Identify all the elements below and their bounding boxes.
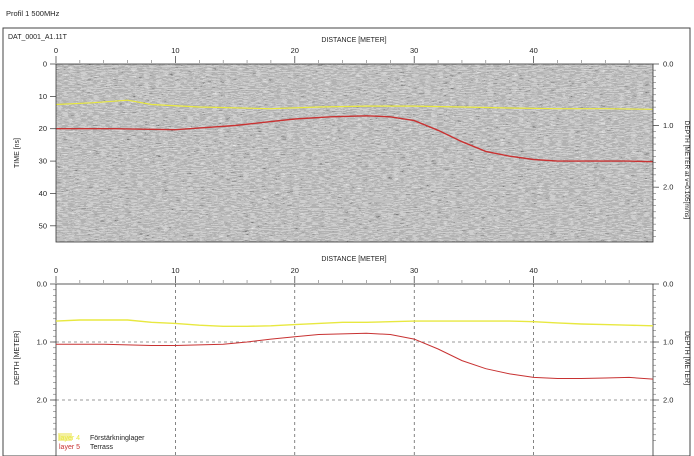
top-x-axis-label: DISTANCE [METER] (321, 37, 386, 44)
top-y-tick-label: 30 (39, 157, 47, 166)
radargram-image (56, 64, 653, 242)
legend-layer-4-label: Förstärkninglager (90, 435, 145, 442)
radargram-panel: DISTANCE [METER] 0 10 20 30 40 0 10 20 30 40 50 0… (14, 37, 690, 243)
bottom-y2-tick-label: 2.0 (663, 396, 673, 405)
bottom-x-tick-label: 40 (529, 266, 537, 275)
bottom-y2-tick-label: 1.0 (663, 338, 673, 347)
top-y2-axis-label: DEPTH [METER at v=0.105[m/ns] (683, 121, 690, 220)
bottom-x-axis-label: DISTANCE [METER] (321, 256, 386, 263)
bottom-y-tick-label: 0.0 (37, 280, 47, 289)
radargram-overlays (56, 99, 653, 163)
radargram-border (55, 63, 654, 243)
top-y-tick-label: 20 (39, 124, 47, 133)
top-y2-tick-label: 1.0 (663, 121, 673, 130)
top-x-tick-label: 30 (410, 46, 418, 55)
top-y-tick-label: 10 (39, 92, 47, 101)
bottom-x-tick-label: 0 (54, 266, 58, 275)
top-y2-ticks: 0.0 1.0 2.0 (653, 60, 673, 237)
depth-series (56, 319, 653, 380)
depth-grid (56, 284, 653, 456)
bottom-y-tick-label: 2.0 (37, 396, 47, 405)
top-y-axis-label: TIME [ns] (14, 138, 21, 168)
top-y-tick-label: 0 (43, 60, 47, 69)
layer-4-line (56, 319, 653, 327)
top-y2-tick-label: 0.0 (663, 60, 673, 69)
legend-swatch-layer-4 (58, 433, 72, 441)
depth-plot-area (55, 283, 654, 456)
depth-panel: DISTANCE [METER] 0 10 20 30 40 0.0 1.0 2.0 0.0… (14, 256, 690, 456)
page-title: Profil 1 500MHz (6, 9, 60, 18)
bottom-y2-ticks: 0.0 1.0 2.0 (653, 280, 673, 441)
bottom-y2-tick-label: 0.0 (663, 280, 673, 289)
layer-5-line (56, 332, 653, 380)
bottom-x-ticks: 0 10 20 30 40 (54, 266, 630, 283)
top-x-ticks: 0 10 20 30 40 (54, 46, 630, 63)
bottom-x-tick-label: 30 (410, 266, 418, 275)
legend-layer-5-label: Terrass (90, 444, 113, 451)
top-x-tick-label: 40 (529, 46, 537, 55)
bottom-x-tick-label: 20 (291, 266, 299, 275)
top-y-tick-label: 40 (39, 189, 47, 198)
legend: layer 4 Förstärkninglager layer 5 Terras… (58, 433, 145, 451)
legend-layer-4-name: layer 4 (59, 435, 80, 442)
bottom-y-ticks: 0.0 1.0 2.0 (37, 280, 56, 441)
top-x-tick-label: 20 (291, 46, 299, 55)
top-y2-tick-label: 2.0 (663, 183, 673, 192)
bottom-y-tick-label: 1.0 (37, 338, 47, 347)
top-y-ticks: 0 10 20 30 40 50 (39, 60, 56, 230)
figure-frame (2, 27, 691, 456)
file-name: DAT_0001_A1.11T (8, 34, 68, 41)
bottom-x-tick-label: 10 (171, 266, 179, 275)
top-y-tick-label: 50 (39, 221, 47, 230)
legend-layer-5-name: layer 5 (59, 444, 80, 451)
bottom-y2-axis-label: DEPTH [METER] (683, 331, 690, 385)
top-x-tick-label: 10 (171, 46, 179, 55)
layer-5-trace (56, 115, 653, 163)
top-x-tick-label: 0 (54, 46, 58, 55)
bottom-y-axis-label: DEPTH [METER] (14, 331, 21, 385)
layer-4-trace (56, 99, 653, 110)
